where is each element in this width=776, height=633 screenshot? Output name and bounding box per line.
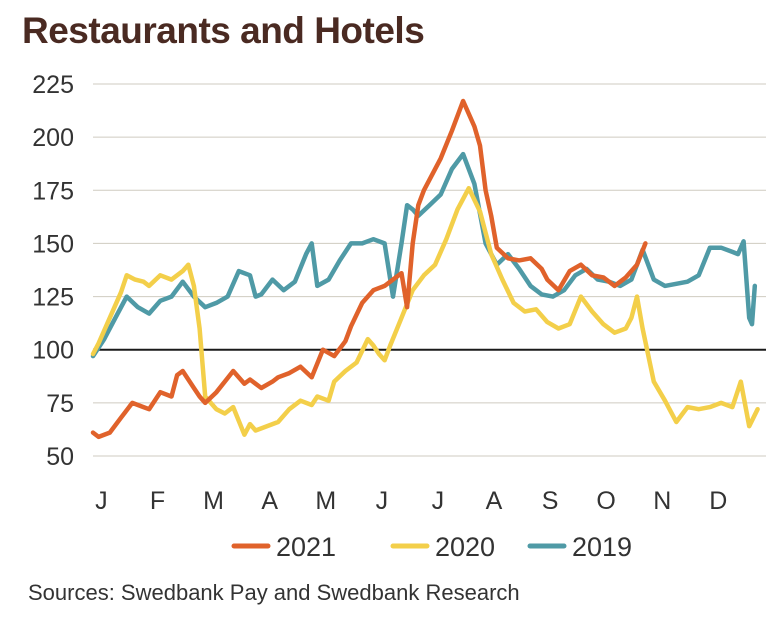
x-tick-label-7: A [486,487,503,515]
gridlines [93,83,766,457]
series-lines [90,98,760,440]
series-line-2019 [90,151,758,359]
x-tick-label-4: M [315,487,336,515]
x-tick-label-1: F [150,487,165,515]
legend: 2021 2020 2019 [231,532,632,562]
y-tick-label-200: 200 [32,124,74,152]
x-tick-label-0: J [95,487,108,515]
y-tick-label-125: 125 [32,284,74,312]
legend-label-2021: 2021 [276,532,336,562]
x-tick-label-2: M [203,487,224,515]
x-tick-label-5: J [376,487,389,515]
y-tick-label-100: 100 [32,337,74,365]
y-tick-label-225: 225 [32,71,74,99]
source-note: Sources: Swedbank Pay and Swedbank Resea… [28,580,520,605]
chart-title: Restaurants and Hotels [22,10,425,51]
x-tick-label-9: O [596,487,615,515]
legend-label-2020: 2020 [435,532,495,562]
x-tick-label-8: S [542,487,559,515]
y-tick-label-50: 50 [46,443,74,471]
legend-label-2019: 2019 [572,532,632,562]
x-tick-label-10: N [653,487,671,515]
series-line-2021 [90,98,648,440]
y-tick-label-75: 75 [46,390,74,418]
y-tick-label-175: 175 [32,177,74,205]
x-tick-label-11: D [709,487,727,515]
series-line-2020 [90,185,760,437]
y-tick-label-150: 150 [32,230,74,258]
x-tick-label-6: J [432,487,445,515]
x-tick-label-3: A [261,487,278,515]
y-axis-tick-labels: 50 75 100 125 150 175 200 225 [32,71,74,471]
